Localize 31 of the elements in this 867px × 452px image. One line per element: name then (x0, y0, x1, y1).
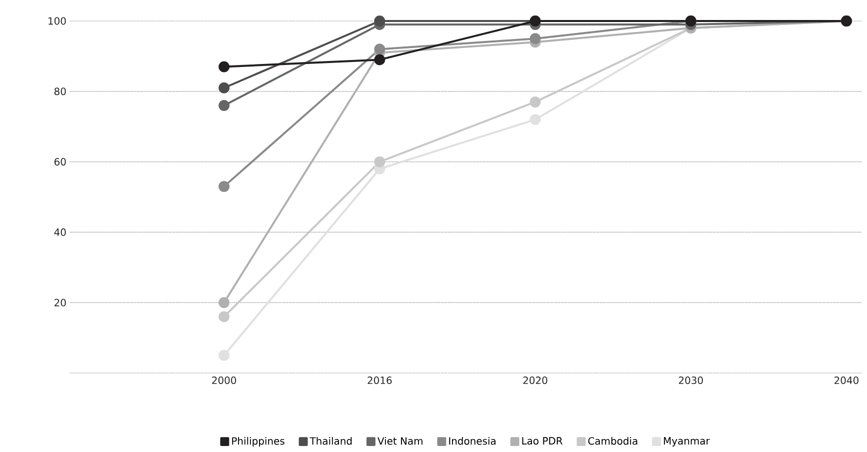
legend-label: Viet Nam (378, 437, 422, 445)
legend-label: Cambodia (588, 437, 638, 445)
y-tick-label: 60 (54, 158, 66, 166)
legend-label: Myanmar (664, 437, 710, 447)
point (530, 33, 541, 44)
point (374, 54, 386, 66)
point (218, 180, 230, 192)
point (218, 350, 230, 361)
legend-label: Indonesia (449, 437, 496, 445)
x-tick-label: 2000 (212, 376, 236, 384)
legend-label: Thailand (310, 437, 352, 445)
x-tick-label: 2020 (523, 376, 548, 384)
point (374, 156, 386, 168)
point (218, 100, 230, 111)
x-tick-label: 2030 (678, 376, 703, 384)
point (218, 61, 230, 72)
point (218, 311, 230, 322)
y-tick-label: 40 (54, 228, 66, 236)
legend-label: Philippines (232, 437, 284, 447)
y-tick-label: 80 (54, 88, 66, 96)
point (374, 44, 386, 55)
point (218, 82, 230, 94)
point (530, 114, 541, 126)
point (530, 96, 541, 108)
point (374, 16, 386, 26)
y-tick-label: 20 (54, 298, 66, 306)
x-tick-label: 2040 (834, 376, 858, 384)
x-tick-label: 2016 (368, 376, 392, 384)
legend-label: Lao PDR (522, 437, 562, 445)
point (218, 297, 230, 308)
y-tick-label: 100 (48, 17, 66, 25)
